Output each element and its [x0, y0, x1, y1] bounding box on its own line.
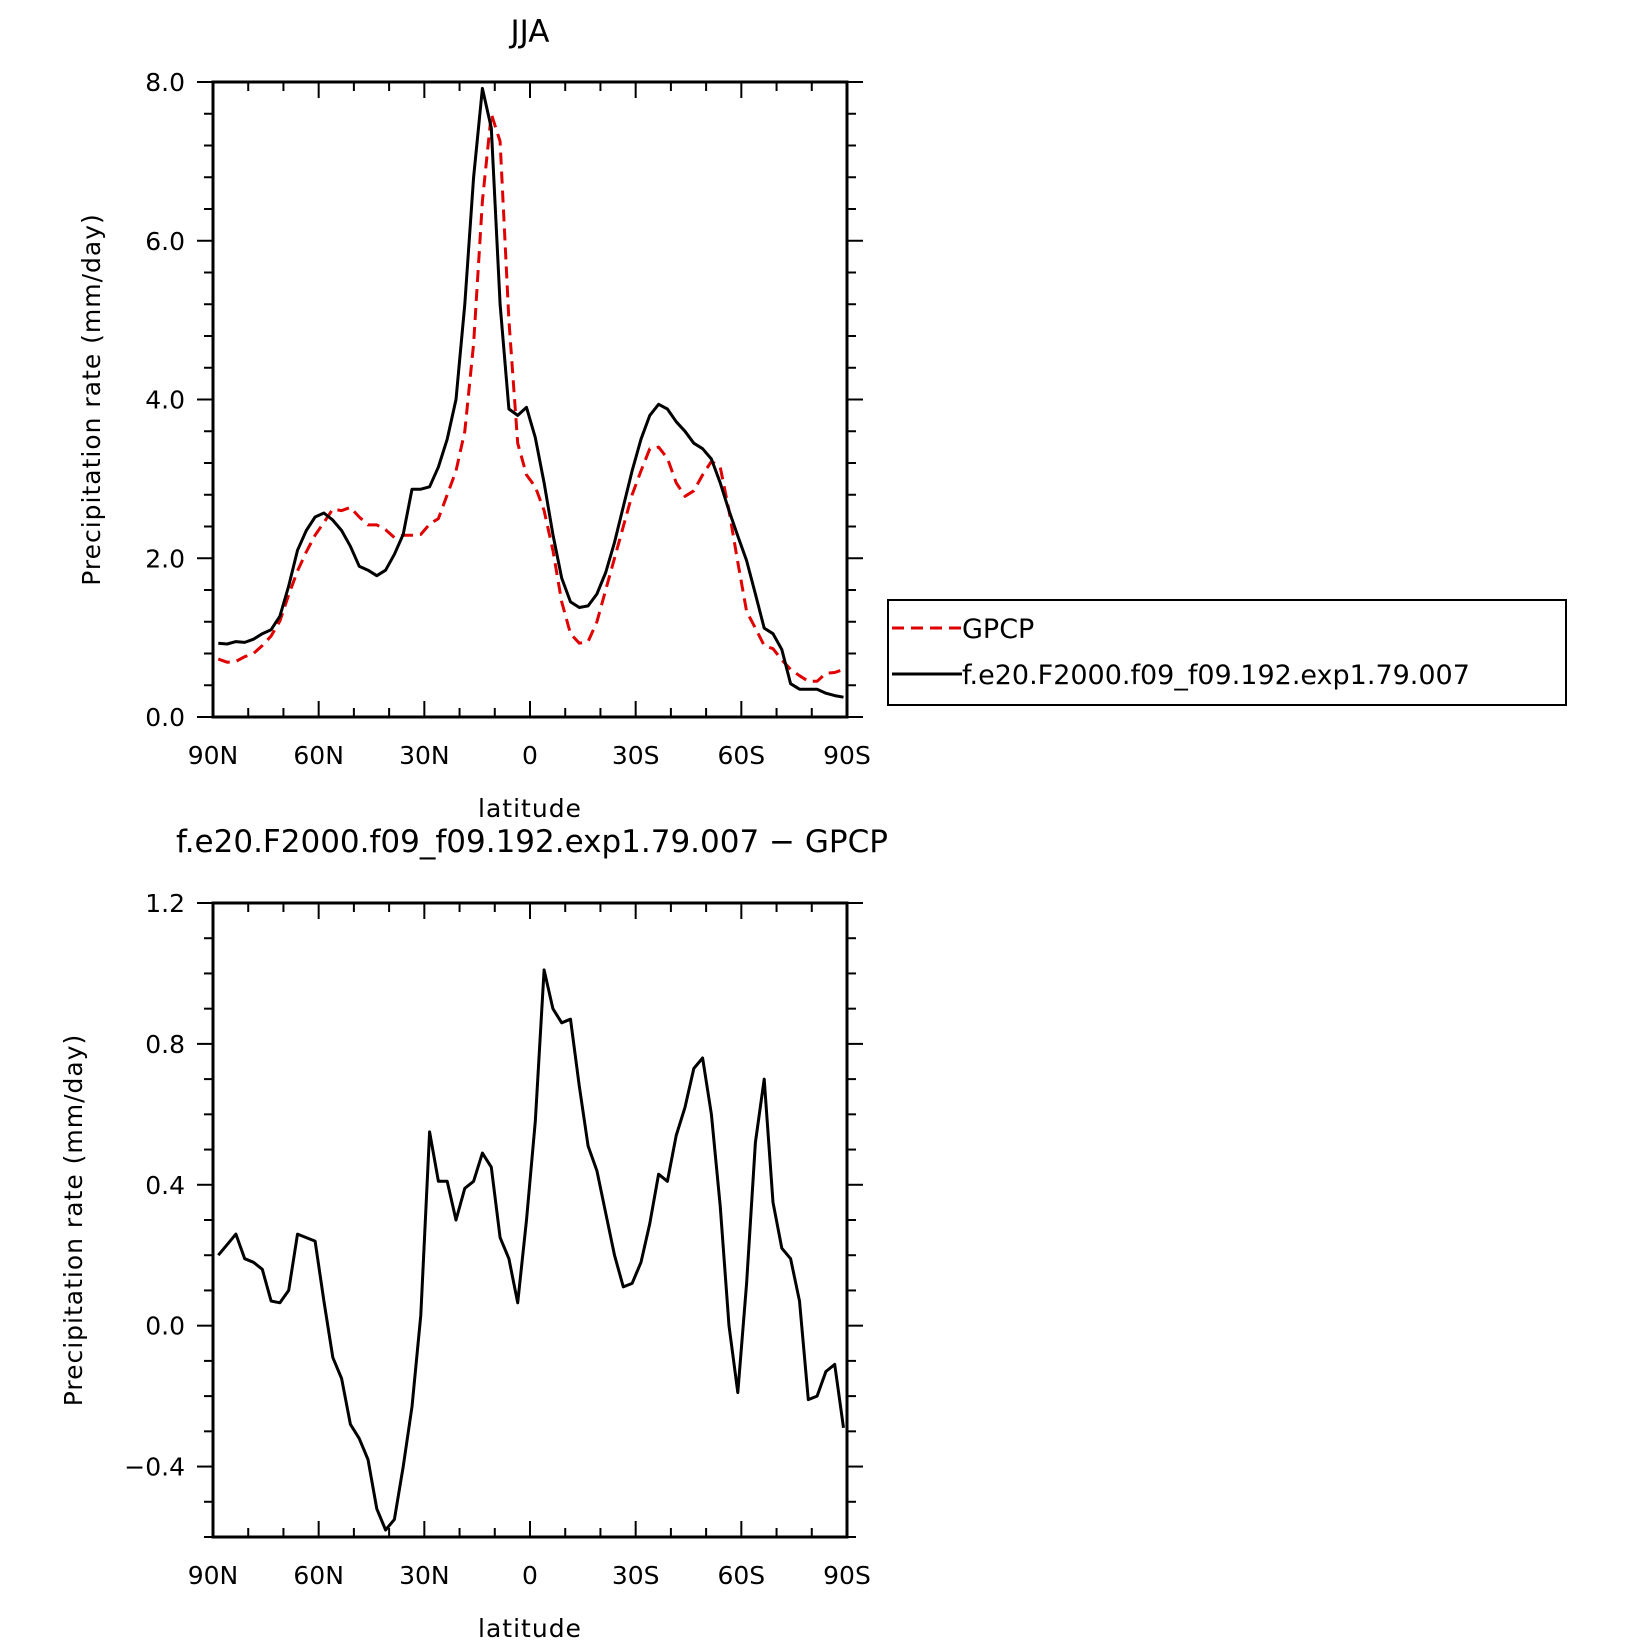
x-tick-label: 30N — [399, 741, 450, 770]
series-line-difference — [217, 968, 845, 1532]
chart-title: JJA — [509, 14, 550, 50]
y-tick-label: −0.4 — [124, 1453, 185, 1482]
y-tick-label: 4.0 — [145, 386, 185, 415]
y-tick-label: 1.2 — [145, 889, 185, 918]
legend-label: GPCP — [962, 614, 1034, 645]
x-tick-label: 60S — [717, 741, 765, 770]
y-tick-label: 8.0 — [145, 68, 185, 97]
legend-box — [887, 599, 1567, 706]
y-axis-label: Precipitation rate (mm/day) — [77, 213, 106, 586]
y-tick-label: 6.0 — [145, 227, 185, 256]
x-tick-label: 0 — [522, 741, 538, 770]
y-tick-label: 2.0 — [145, 544, 185, 573]
y-tick-label: 0.0 — [145, 1312, 185, 1341]
x-tick-label: 30S — [612, 1561, 660, 1590]
x-tick-label: 90S — [823, 741, 871, 770]
x-axis-label: latitude — [478, 1614, 582, 1641]
x-tick-label: 90N — [188, 1561, 239, 1590]
x-tick-label: 60N — [293, 1561, 344, 1590]
x-tick-label: 90N — [188, 741, 239, 770]
x-tick-label: 30S — [612, 741, 660, 770]
legend: GPCP f.e20.F2000.f09_f09.192.exp1.79.007 — [887, 599, 1567, 706]
x-tick-label: 30N — [399, 1561, 450, 1590]
x-tick-label: 0 — [522, 1561, 538, 1590]
chart-title: f.e20.F2000.f09_f09.192.exp1.79.007 − GP… — [176, 824, 888, 860]
series-line-model — [218, 86, 844, 699]
x-tick-label: 60N — [293, 741, 344, 770]
y-tick-label: 0.8 — [145, 1030, 185, 1059]
x-tick-label: 90S — [823, 1561, 871, 1590]
y-tick-label: 0.0 — [145, 703, 185, 732]
y-axis-label: Precipitation rate (mm/day) — [59, 1034, 88, 1407]
panel-bottom: f.e20.F2000.f09_f09.192.exp1.79.007 − GP… — [59, 824, 888, 1641]
x-tick-label: 60S — [717, 1561, 765, 1590]
panel-top: JJA 90N 60N 30N 0 30S 60S 90S 0.0 2.0 4.0 6.0 8.0 lat… — [77, 14, 871, 823]
legend-label: f.e20.F2000.f09_f09.192.exp1.79.007 — [962, 660, 1470, 691]
x-axis-label: latitude — [478, 794, 582, 823]
series-line-gpcp — [217, 112, 844, 683]
y-tick-label: 0.4 — [145, 1171, 185, 1200]
